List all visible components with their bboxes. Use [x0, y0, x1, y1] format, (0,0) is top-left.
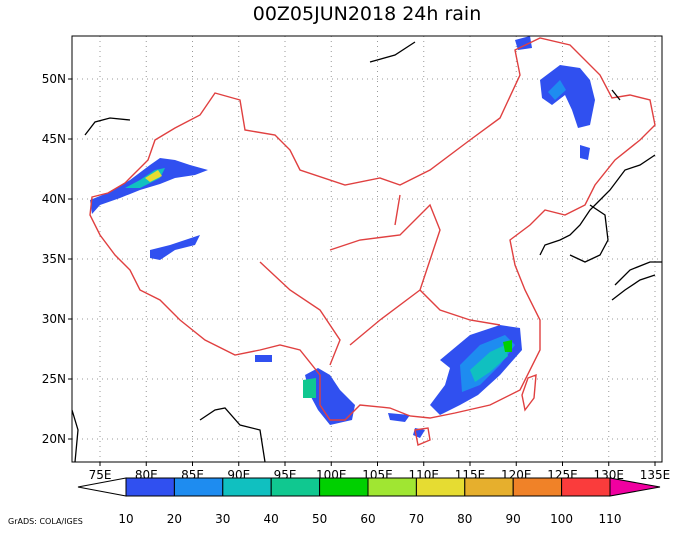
colorbar-box [270, 477, 321, 497]
rain-area [503, 340, 512, 352]
grid [72, 36, 662, 462]
colorbar-box [367, 477, 417, 497]
x-tick-label: 135E [640, 468, 671, 482]
colorbar-label: 20 [167, 512, 182, 526]
y-tick-label: 30N [42, 312, 66, 326]
map-title: 00Z05JUN2018 24h rain [253, 3, 482, 25]
colorbar-label: 80 [457, 512, 472, 526]
credit: GrADS: COLA/IGES [8, 517, 83, 526]
rain-area [515, 36, 532, 50]
colorbar-label: 10 [118, 512, 133, 526]
colorbar: 10 20 30 40 50 60 70 80 90 100 110 [77, 477, 661, 526]
colorbar-box [512, 477, 563, 497]
coastline [71, 41, 662, 463]
colorbar-box [222, 477, 272, 497]
rain-area [90, 158, 208, 214]
borders [89, 37, 656, 446]
y-tick-label: 20N [42, 432, 66, 446]
x-tick-label: 75E [89, 468, 112, 482]
rain-area [548, 80, 566, 100]
rain-areas [90, 36, 595, 438]
china-border [89, 37, 656, 421]
colorbar-box [173, 477, 224, 497]
colorbar-box [561, 477, 611, 497]
rain-area [470, 345, 508, 382]
y-tick-label: 35N [42, 252, 66, 266]
rain-area [303, 378, 316, 398]
y-tick-label: 50N [42, 72, 66, 86]
coastlines [71, 41, 662, 463]
map-frame [71, 35, 663, 463]
colorbar-box [125, 477, 175, 497]
rain-area [145, 170, 162, 182]
colorbar-label: 40 [264, 512, 279, 526]
colorbar-label: 50 [312, 512, 327, 526]
rain-area [540, 65, 595, 128]
axes: 75E 80E 85E 90E 95E 100E 105E 110E 115E 120E 125E 1… [42, 72, 671, 482]
colorbar-label: 110 [599, 512, 622, 526]
colorbar-over [609, 477, 661, 497]
colorbar-box [415, 477, 466, 497]
colorbar-label: 70 [409, 512, 424, 526]
rain-area [150, 235, 200, 260]
island-border [414, 373, 537, 446]
colorbar-label: 60 [360, 512, 375, 526]
rain-area [305, 368, 355, 425]
colorbar-label: 30 [215, 512, 230, 526]
y-tick-label: 25N [42, 372, 66, 386]
y-tick-label: 45N [42, 132, 66, 146]
rain-area [255, 355, 272, 362]
rain-area [580, 145, 590, 160]
colorbar-box [464, 477, 514, 497]
colorbar-box [319, 477, 369, 497]
province-border [259, 194, 501, 366]
y-tick-label: 40N [42, 192, 66, 206]
colorbar-label: 100 [550, 512, 573, 526]
colorbar-label: 90 [506, 512, 521, 526]
